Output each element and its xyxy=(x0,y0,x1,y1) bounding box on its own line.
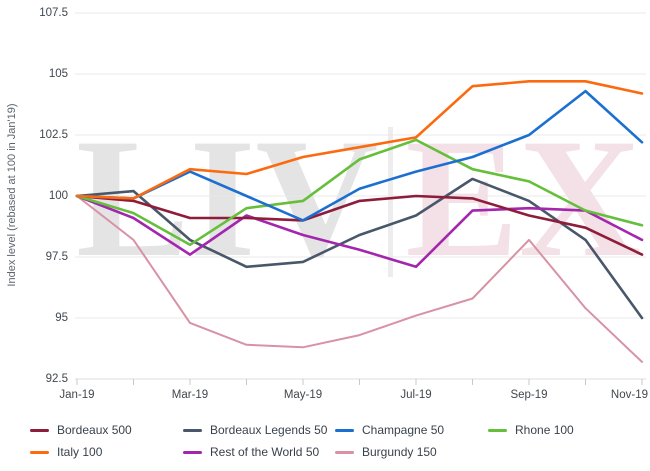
series-line-italy-100 xyxy=(75,80,644,200)
legend-item-bordeaux-500: Bordeaux 500 xyxy=(30,422,132,438)
y-tick-label: 107.5 xyxy=(39,7,68,19)
legend-swatch xyxy=(183,450,202,454)
livex-watermark: LIV EX xyxy=(76,105,642,283)
legend-label: Bordeaux Legends 50 xyxy=(210,423,328,437)
legend-item-rhone-100: Rhone 100 xyxy=(488,422,574,438)
series-line-champagne-50 xyxy=(75,89,644,222)
legend-swatch xyxy=(183,428,202,432)
legend-label: Rest of the World 50 xyxy=(210,445,320,459)
series-line-rest-of-the-world-50 xyxy=(75,194,644,269)
legend-item-bordeaux-legends-50: Bordeaux Legends 50 xyxy=(183,422,327,438)
y-tick-label: 97.5 xyxy=(45,251,68,263)
legend-swatch xyxy=(335,428,354,432)
y-tick-label: 102.5 xyxy=(39,129,68,141)
x-tick-label: Jan-19 xyxy=(59,389,95,401)
x-tick-label: Jul-19 xyxy=(400,389,432,401)
legend-label: Champagne 50 xyxy=(362,423,445,437)
legend-label: Burgundy 150 xyxy=(362,445,437,459)
x-tick-label: Sep-19 xyxy=(510,389,548,401)
legend-item-rest-of-the-world-50: Rest of the World 50 xyxy=(183,444,319,460)
x-tick-label: Nov-19 xyxy=(610,389,648,401)
series-line-rhone-100 xyxy=(75,138,644,247)
legend-item-champagne-50: Champagne 50 xyxy=(335,422,444,438)
legend-swatch xyxy=(30,428,49,432)
legend-label: Rhone 100 xyxy=(515,423,574,437)
legend-item-italy-100: Italy 100 xyxy=(30,444,102,460)
x-tick-label: May-19 xyxy=(283,389,323,401)
x-tick-label: Mar-19 xyxy=(171,389,209,401)
legend-item-burgundy-150: Burgundy 150 xyxy=(335,444,437,460)
series-line-burgundy-150 xyxy=(76,195,643,363)
legend-swatch xyxy=(335,450,354,454)
series-line-bordeaux-legends-50 xyxy=(75,177,644,320)
y-tick-label: 100 xyxy=(48,190,68,202)
y-tick-label: 92.5 xyxy=(45,373,68,385)
y-tick-label: 105 xyxy=(48,68,68,80)
legend-label: Italy 100 xyxy=(57,445,103,459)
legend-swatch xyxy=(488,428,507,432)
watermark-divider-bar xyxy=(388,127,394,277)
series-line-bordeaux-500 xyxy=(75,194,644,256)
legend-swatch xyxy=(30,450,49,454)
y-tick-label: 95 xyxy=(55,312,68,324)
legend-label: Bordeaux 500 xyxy=(57,423,132,437)
